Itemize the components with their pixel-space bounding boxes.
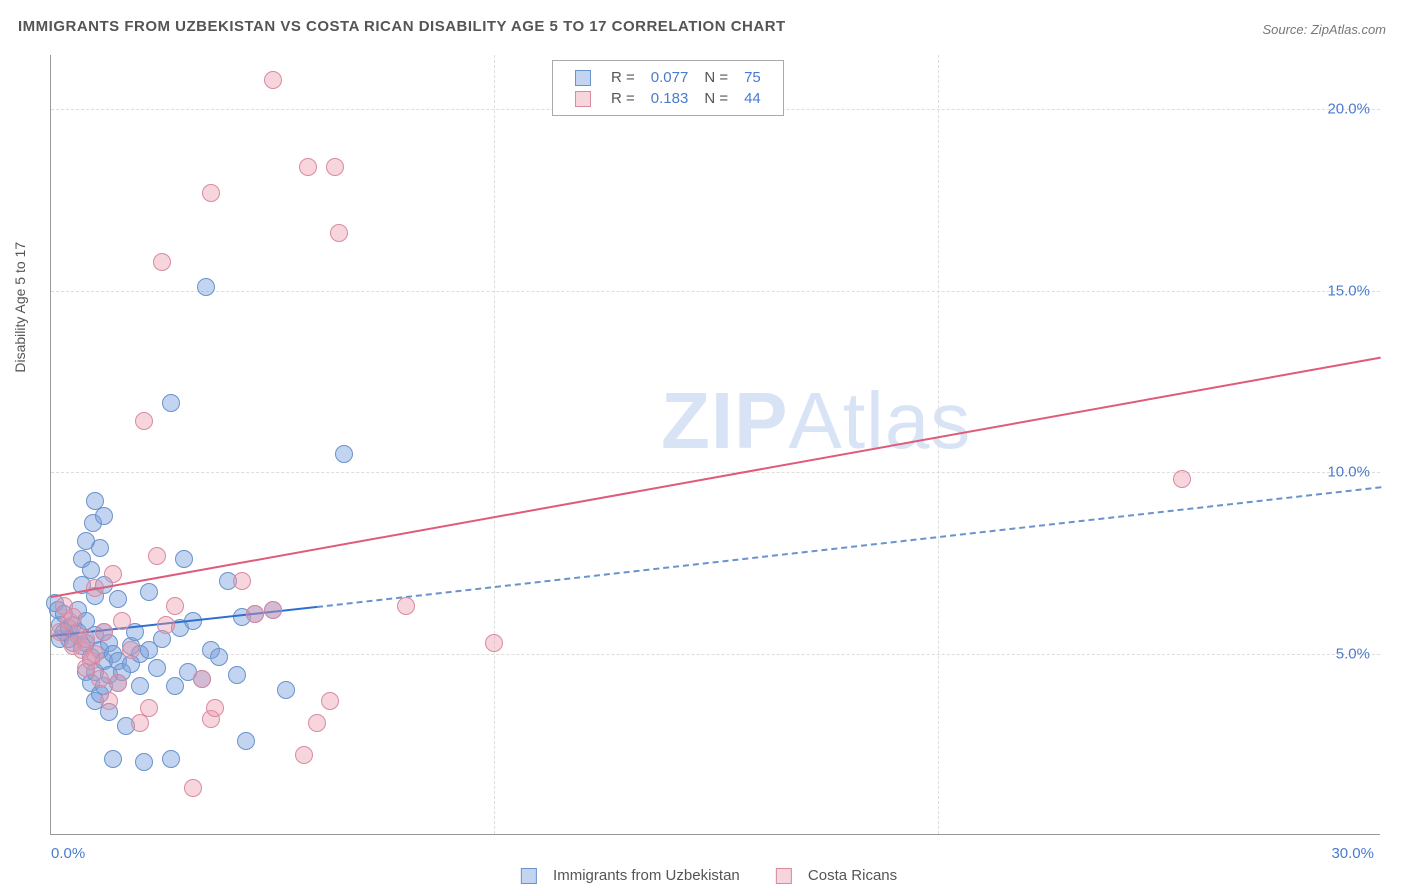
gridline-v <box>494 55 495 834</box>
data-point <box>135 412 153 430</box>
source-label: Source: ZipAtlas.com <box>1262 22 1386 37</box>
y-tick-label: 10.0% <box>1327 464 1370 481</box>
data-point <box>295 746 313 764</box>
data-point <box>162 394 180 412</box>
gridline-v <box>938 55 939 834</box>
data-point <box>166 677 184 695</box>
plot-area: ZIPAtlas 5.0%10.0%15.0%20.0%0.0%30.0% <box>50 55 1380 835</box>
data-point <box>135 753 153 771</box>
y-axis-label: Disability Age 5 to 17 <box>12 242 28 373</box>
data-point <box>95 623 113 641</box>
data-point <box>140 699 158 717</box>
data-point <box>1173 470 1191 488</box>
legend-r-value: 0.077 <box>643 67 697 88</box>
data-point <box>206 699 224 717</box>
watermark: ZIPAtlas <box>661 375 971 467</box>
data-point <box>100 692 118 710</box>
series-legend: Immigrants from Uzbekistan Costa Ricans <box>497 867 909 884</box>
legend-r-label: R = <box>603 88 643 109</box>
data-point <box>210 648 228 666</box>
data-point <box>485 634 503 652</box>
data-point <box>82 561 100 579</box>
data-point <box>131 677 149 695</box>
legend-swatch <box>521 868 537 884</box>
legend-r-value: 0.183 <box>643 88 697 109</box>
data-point <box>113 612 131 630</box>
data-point <box>184 779 202 797</box>
data-point <box>64 608 82 626</box>
y-tick-label: 15.0% <box>1327 282 1370 299</box>
data-point <box>330 224 348 242</box>
data-point <box>166 597 184 615</box>
data-point <box>246 605 264 623</box>
chart-title: IMMIGRANTS FROM UZBEKISTAN VS COSTA RICA… <box>18 18 786 35</box>
data-point <box>91 539 109 557</box>
correlation-legend: R =0.077N =75R =0.183N =44 <box>552 60 784 116</box>
data-point <box>109 590 127 608</box>
watermark-light: Atlas <box>788 376 971 465</box>
legend-n-value: 44 <box>736 88 769 109</box>
data-point <box>228 666 246 684</box>
legend-row: R =0.077N =75 <box>567 67 769 88</box>
legend-table: R =0.077N =75R =0.183N =44 <box>567 67 769 109</box>
data-point <box>91 670 109 688</box>
data-point <box>148 547 166 565</box>
legend-swatch <box>776 868 792 884</box>
data-point <box>237 732 255 750</box>
data-point <box>162 750 180 768</box>
data-point <box>277 681 295 699</box>
data-point <box>157 616 175 634</box>
data-point <box>321 692 339 710</box>
data-point <box>335 445 353 463</box>
data-point <box>86 645 104 663</box>
data-point <box>308 714 326 732</box>
data-point <box>104 750 122 768</box>
watermark-bold: ZIP <box>661 376 788 465</box>
legend-n-label: N = <box>696 88 736 109</box>
data-point <box>153 253 171 271</box>
y-tick-label: 20.0% <box>1327 101 1370 118</box>
data-point <box>202 184 220 202</box>
data-point <box>233 572 251 590</box>
data-point <box>140 583 158 601</box>
y-tick-label: 5.0% <box>1336 645 1370 662</box>
data-point <box>148 659 166 677</box>
data-point <box>175 550 193 568</box>
data-point <box>264 601 282 619</box>
legend-series: Costa Ricans <box>764 867 897 884</box>
data-point <box>299 158 317 176</box>
legend-swatch <box>567 67 603 88</box>
data-point <box>397 597 415 615</box>
data-point <box>109 674 127 692</box>
data-point <box>95 507 113 525</box>
data-point <box>122 641 140 659</box>
data-point <box>104 565 122 583</box>
legend-swatch <box>567 88 603 109</box>
x-tick-label: 0.0% <box>51 845 85 862</box>
data-point <box>326 158 344 176</box>
legend-r-label: R = <box>603 67 643 88</box>
gridline-h <box>51 654 1380 655</box>
legend-n-value: 75 <box>736 67 769 88</box>
legend-row: R =0.183N =44 <box>567 88 769 109</box>
legend-series: Immigrants from Uzbekistan <box>509 867 740 884</box>
data-point <box>197 278 215 296</box>
gridline-h <box>51 291 1380 292</box>
x-tick-label: 30.0% <box>1331 845 1374 862</box>
data-point <box>193 670 211 688</box>
trend-line-dashed <box>317 487 1381 609</box>
legend-n-label: N = <box>696 67 736 88</box>
data-point <box>264 71 282 89</box>
